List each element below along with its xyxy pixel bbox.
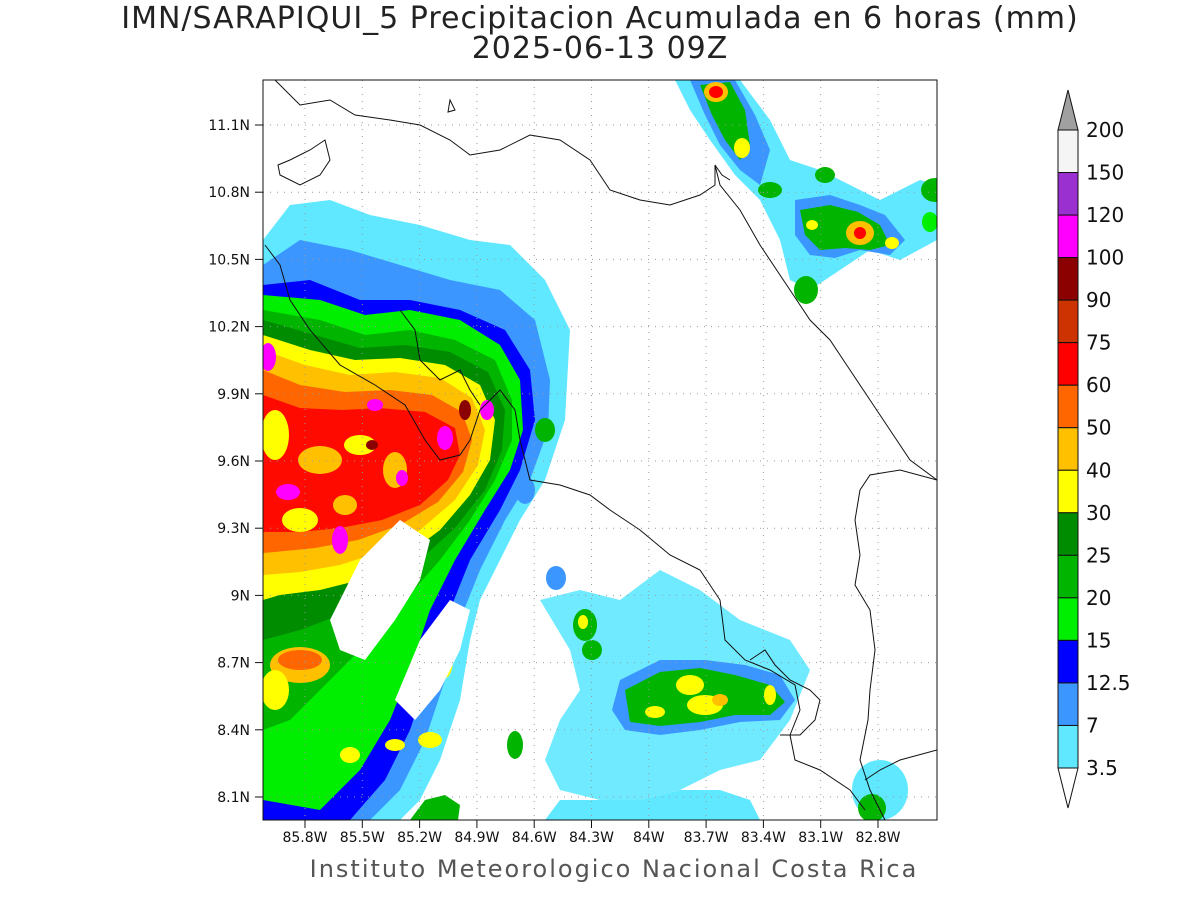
lat-tick-label: 8.7N <box>217 656 250 672</box>
lat-tick-label: 11.1N <box>208 118 250 134</box>
colorbar-label: 7 <box>1086 713 1099 737</box>
lon-tick-label: 85.2W <box>397 830 442 846</box>
colorbar-swatch <box>1057 682 1079 726</box>
colorbar-swatch <box>1057 427 1079 471</box>
colorbar-label: 60 <box>1086 373 1111 397</box>
colorbar-swatch <box>1057 384 1079 429</box>
colorbar-label: 3.5 <box>1086 756 1118 780</box>
colorbar-label: 40 <box>1086 458 1111 482</box>
dry-gaps <box>330 520 470 720</box>
colorbar-swatch <box>1057 554 1079 599</box>
lat-tick-label: 8.1N <box>217 790 250 806</box>
lon-tick-label: 84.9W <box>454 830 499 846</box>
colorbar-swatch <box>1057 257 1079 301</box>
plot-frame <box>262 79 938 821</box>
lon-tick-label: 84.3W <box>569 830 614 846</box>
colorbar-swatch <box>1057 512 1079 556</box>
colorbar-swatch <box>1057 214 1079 259</box>
lat-tick-label: 10.5N <box>208 252 250 268</box>
lat-tick-label: 9N <box>231 588 250 604</box>
colorbar-label: 20 <box>1086 586 1111 610</box>
colorbar-swatch <box>1057 172 1079 216</box>
colorbar-swatch <box>1057 342 1079 386</box>
footer-credit: Instituto Meteorologico Nacional Costa R… <box>309 855 919 883</box>
west-rain-band <box>263 200 570 820</box>
colorbar-label: 30 <box>1086 501 1111 525</box>
lat-tick-label: 9.9N <box>217 387 250 403</box>
lon-tick-label: 83.1W <box>798 830 843 846</box>
latitude-axis: 11.1N 10.8N 10.5N 10.2N 9.9N 9.6N 9.3N 9N 8.7N 8.… <box>208 118 263 806</box>
colorbar-label: 50 <box>1086 416 1111 440</box>
precipitation-field <box>263 80 937 820</box>
map-subtitle: 2025-06-13 09Z <box>471 31 729 66</box>
lat-tick-label: 9.3N <box>217 521 250 537</box>
colorbar-label: 200 <box>1086 118 1124 142</box>
colorbar-swatch <box>1057 639 1079 684</box>
colorbar-label: 12.5 <box>1086 671 1131 695</box>
colorbar-under-triangle <box>1057 767 1079 809</box>
lon-tick-label: 83.7W <box>684 830 729 846</box>
colorbar-swatch <box>1057 299 1079 344</box>
lon-tick-label: 85.8W <box>282 830 327 846</box>
colorbar-over-triangle <box>1057 89 1079 131</box>
coastlines <box>264 80 937 820</box>
colorbar-label: 90 <box>1086 288 1111 312</box>
colorbar-swatch <box>1057 597 1079 641</box>
lat-tick-label: 10.8N <box>208 185 250 201</box>
graticule <box>263 80 937 820</box>
colorbar-swatch <box>1057 129 1079 174</box>
colorbar-swatch <box>1057 724 1079 769</box>
colorbar-label: 75 <box>1086 331 1111 355</box>
colorbar-label: 25 <box>1086 543 1111 567</box>
lat-tick-label: 8.4N <box>217 723 250 739</box>
map-title: IMN/SARAPIQUI_5 Precipitacion Acumulada … <box>121 1 1079 36</box>
lon-tick-label: 83.4W <box>741 830 786 846</box>
colorbar-label: 150 <box>1086 161 1124 185</box>
colorbar: 200 150 120 100 90 75 60 50 40 30 25 20 15 12.5 7 3.5 <box>1057 89 1131 809</box>
colorbar-label: 15 <box>1086 628 1111 652</box>
colorbar-label: 100 <box>1086 246 1124 270</box>
lat-tick-label: 10.2N <box>208 320 250 336</box>
lon-tick-label: 85.5W <box>340 830 385 846</box>
lon-tick-label: 84.6W <box>512 830 557 846</box>
lon-tick-label: 84W <box>633 830 665 846</box>
colorbar-label: 120 <box>1086 203 1124 227</box>
lat-tick-label: 9.6N <box>217 454 250 470</box>
lon-tick-label: 82.8W <box>855 830 900 846</box>
colorbar-swatch <box>1057 469 1079 514</box>
longitude-axis: 85.8W 85.5W 85.2W 84.9W 84.6W 84.3W 84W 83.7W 83… <box>282 820 901 846</box>
northeast-cells <box>675 80 937 304</box>
